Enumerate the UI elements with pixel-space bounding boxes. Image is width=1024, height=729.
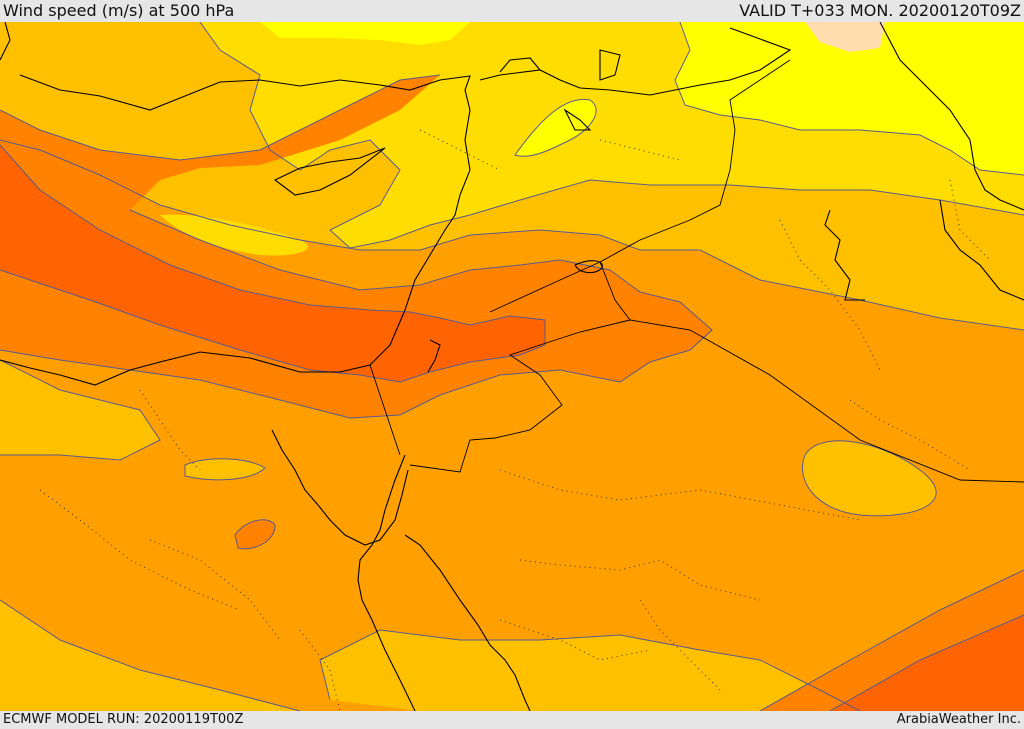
credit: ArabiaWeather Inc. xyxy=(896,712,1021,727)
west-yellow-patch xyxy=(160,214,308,256)
dotted-boundaries xyxy=(39,129,991,711)
levant-blob-very-low xyxy=(515,99,597,157)
coastlines xyxy=(0,22,1024,711)
contour-lines xyxy=(0,22,1024,711)
northeast-very-low xyxy=(675,22,1024,175)
map-title: Wind speed (m/s) at 500 hPa xyxy=(3,1,235,20)
footer-bar: ECMWF MODEL RUN: 20200119T00Z ArabiaWeat… xyxy=(0,711,1024,729)
sinai-blob-mid-high xyxy=(235,519,276,549)
jet-core-high xyxy=(0,145,545,382)
sw-lower-midlow xyxy=(0,600,300,711)
wind-speed-map[interactable] xyxy=(0,22,1024,711)
header-bar: Wind speed (m/s) at 500 hPa VALID T+033 … xyxy=(0,0,1024,22)
east-oval-midlow xyxy=(802,440,937,516)
sinai-oval-midlow xyxy=(185,458,265,480)
southeast-high xyxy=(830,615,1024,711)
north-strip-very-low xyxy=(260,22,470,45)
south-midlow xyxy=(320,630,860,711)
model-run: ECMWF MODEL RUN: 20200119T00Z xyxy=(3,712,244,727)
calm-patch xyxy=(805,22,885,52)
southwest-midlow xyxy=(0,360,160,460)
valid-time: VALID T+033 MON. 20200120T09Z xyxy=(739,1,1021,20)
borders xyxy=(369,59,1024,483)
